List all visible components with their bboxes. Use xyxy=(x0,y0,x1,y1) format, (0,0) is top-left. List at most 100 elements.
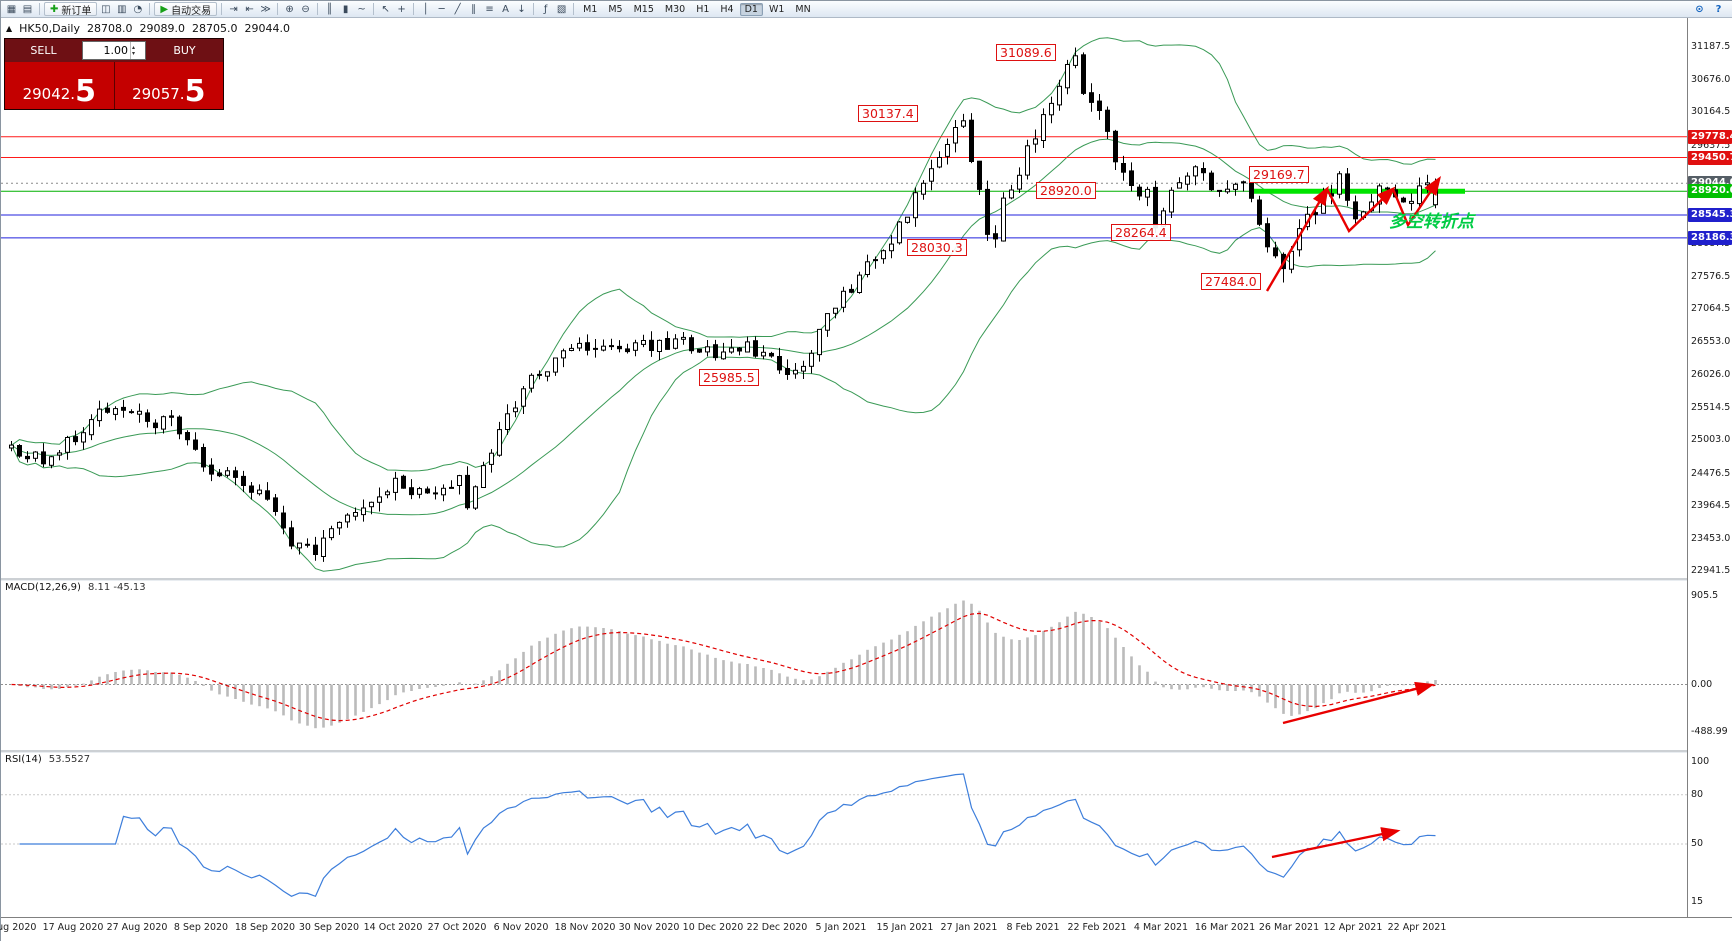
sell-button[interactable]: SELL xyxy=(30,44,57,57)
timeframe-w1-button[interactable]: W1 xyxy=(768,3,785,15)
fibonacci-icon[interactable]: ≡ xyxy=(485,3,494,15)
new-order-button-label: 新订单 xyxy=(61,5,92,17)
vertical-line-icon[interactable]: │ xyxy=(422,3,429,15)
price-label-box[interactable]: 28264.4 xyxy=(1111,224,1171,241)
time-axis-label: 12 Apr 2021 xyxy=(1323,922,1383,933)
new-order-button[interactable]: ✚ 新订单 xyxy=(44,2,98,17)
price-label-box[interactable]: 28030.3 xyxy=(907,239,967,256)
buy-button[interactable]: BUY xyxy=(173,44,196,57)
scroll-to-end-icon[interactable]: ⇥ xyxy=(229,3,238,15)
time-axis-label: 22 Dec 2020 xyxy=(746,922,808,933)
axis-tick: 25003.0 xyxy=(1691,434,1731,445)
equidistant-channel-icon[interactable]: ∥ xyxy=(471,3,477,15)
timeframe-h1-button[interactable]: H1 xyxy=(696,3,710,15)
timeframe-m5-button[interactable]: M5 xyxy=(608,3,623,15)
axis-tick: 0.00 xyxy=(1691,679,1713,690)
time-axis-label: 18 Nov 2020 xyxy=(554,922,616,933)
price-label-box[interactable]: 25985.5 xyxy=(699,369,759,386)
chart-shift-icon[interactable]: ⇤ xyxy=(245,3,254,15)
time-axis-label: 18 Sep 2020 xyxy=(234,922,296,933)
toolbar-separator xyxy=(317,3,319,15)
bar-chart-mode-icon[interactable]: ║ xyxy=(326,3,333,15)
symbol-ohlc-header: ▲ HK50,Daily 28708.0 29089.0 28705.0 290… xyxy=(6,22,290,35)
axis-tick: 29637.5 xyxy=(1691,140,1731,151)
trendline-icon[interactable]: ╱ xyxy=(454,3,461,15)
time-axis-label: 27 Oct 2020 xyxy=(427,922,487,933)
timeframe-m1-button[interactable]: M1 xyxy=(583,3,598,15)
new-order-button-icon: ✚ xyxy=(50,3,59,15)
cursor-icon[interactable]: ↖ xyxy=(381,3,390,15)
search-icon[interactable]: ⊙ xyxy=(1695,3,1704,15)
profiles-icon[interactable]: ▥ xyxy=(117,3,127,15)
volume-input[interactable] xyxy=(83,42,130,59)
time-axis-label: 30 Nov 2020 xyxy=(618,922,680,933)
price-label-box[interactable]: 27484.0 xyxy=(1201,273,1261,290)
buy-price-button[interactable]: 29057. 5 xyxy=(114,62,223,109)
time-axis-label: 8 Feb 2021 xyxy=(1006,922,1060,933)
price-label-box[interactable]: 28920.0 xyxy=(1036,182,1096,199)
one-click-trading-panel: SELL ▴ ▾ BUY 29042.5 29057.5 xyxy=(4,38,224,110)
templates-icon[interactable]: ▧ xyxy=(556,3,567,15)
toolbar-separator xyxy=(413,3,415,15)
price-scale[interactable]: 31187.530676.030164.529637.528087.527576… xyxy=(1687,18,1732,917)
time-axis-label: 6 Nov 2020 xyxy=(493,922,549,933)
rsi-value: 53.5527 xyxy=(48,754,91,765)
volume-down-icon[interactable]: ▾ xyxy=(132,49,136,57)
one-click-header: SELL ▴ ▾ BUY xyxy=(5,39,223,62)
timeframe-m15-button[interactable]: M15 xyxy=(633,3,654,15)
line-chart-mode-icon[interactable]: ~ xyxy=(357,3,366,15)
toolbar-right-icons: ⊙? xyxy=(1692,2,1730,16)
timeframe-h4-button[interactable]: H4 xyxy=(720,3,734,15)
axis-tick: 22941.5 xyxy=(1691,565,1731,576)
new-chart-icon[interactable]: ▦ xyxy=(6,3,17,15)
indicators-icon[interactable]: ƒ xyxy=(543,3,548,15)
toolbar-separator xyxy=(573,3,575,15)
price-label-box[interactable]: 30137.4 xyxy=(858,105,918,122)
axis-tick: 26553.0 xyxy=(1691,336,1731,347)
one-click-prices: 29042. 5 29057. 5 xyxy=(5,62,223,109)
axis-tick: 15 xyxy=(1691,896,1704,907)
price-label-box[interactable]: 29169.7 xyxy=(1249,166,1309,183)
timeframe-m30-button[interactable]: M30 xyxy=(664,3,686,15)
sell-price-main: 29042. xyxy=(22,85,76,104)
ohlc-high: 29089.0 xyxy=(139,22,185,35)
macd-histogram xyxy=(18,600,1437,729)
chart-annotation-text: 多空转折点 xyxy=(1389,212,1474,232)
time-axis-label: 16 Mar 2021 xyxy=(1194,922,1256,933)
arrow-objects-icon[interactable]: ↓ xyxy=(517,3,526,15)
volume-spinner: ▴ ▾ xyxy=(130,42,136,59)
price-label-box[interactable]: 31089.6 xyxy=(996,44,1056,61)
crosshair-icon[interactable]: + xyxy=(397,3,406,15)
help-icon[interactable]: ? xyxy=(1715,3,1722,15)
macd-signal-line xyxy=(11,612,1436,722)
auto-scroll-icon[interactable]: ≫ xyxy=(260,3,271,15)
chart-window-icon[interactable]: ◫ xyxy=(101,3,111,15)
time-axis-label: 22 Feb 2021 xyxy=(1067,922,1127,933)
timeframe-d1-button[interactable]: D1 xyxy=(739,2,763,16)
chart-list-icon[interactable]: ▤ xyxy=(22,3,33,15)
zoom-out-icon[interactable]: ⊖ xyxy=(301,3,310,15)
axis-tick: 30164.5 xyxy=(1691,106,1731,117)
alerts-icon[interactable]: ◔ xyxy=(133,3,143,15)
text-label-icon[interactable]: A xyxy=(502,3,510,15)
timeframe-mn-button[interactable]: MN xyxy=(795,3,811,15)
collapse-one-click-icon[interactable]: ▲ xyxy=(6,24,13,33)
symbol-title: HK50,Daily xyxy=(19,22,80,35)
trend-arrows[interactable] xyxy=(1265,176,1442,859)
candlestick-mode-icon[interactable]: ▮ xyxy=(342,3,349,15)
axis-tick: 905.5 xyxy=(1691,590,1719,601)
zoom-in-icon[interactable]: ⊕ xyxy=(285,3,294,15)
horizontal-line-icon[interactable]: ─ xyxy=(438,3,445,15)
sell-price-button[interactable]: 29042. 5 xyxy=(5,62,115,109)
macd-indicator-label: MACD(12,26,9) 8.11 -45.13 xyxy=(5,582,146,593)
ohlc-open: 28708.0 xyxy=(86,22,133,35)
axis-tick: -488.99 xyxy=(1691,726,1728,737)
price-marker: 28545.3 xyxy=(1688,208,1732,222)
axis-tick: 27576.5 xyxy=(1691,271,1731,282)
toolbar-separator xyxy=(149,3,151,15)
autotrading-button[interactable]: ▶ 自动交易 xyxy=(154,2,218,17)
volume-up-icon[interactable]: ▴ xyxy=(132,43,136,51)
